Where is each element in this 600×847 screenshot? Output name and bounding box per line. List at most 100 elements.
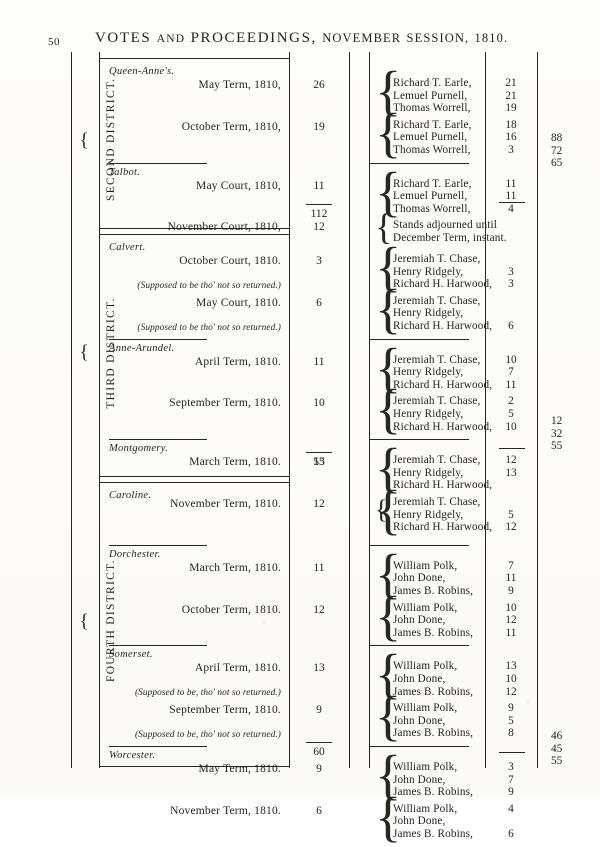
- candidate-name: Richard H. Harwood,: [393, 278, 493, 291]
- vote-count: 3: [508, 278, 514, 291]
- vote-count: 10: [505, 420, 517, 433]
- vote-count: 10: [505, 673, 517, 685]
- names-brace: {: [375, 685, 402, 747]
- county-divider-names: [369, 439, 469, 441]
- candidate-name: Jeremiah T. Chase,: [393, 253, 481, 265]
- candidate-name: James B. Robins,: [393, 685, 474, 698]
- term-count: 12: [313, 221, 325, 234]
- vote-count: 6: [508, 320, 514, 332]
- vote-subtotal-rule: [499, 752, 525, 753]
- supposed-note: (Supposed to be, tho' not so returned.): [134, 730, 281, 740]
- term-label: May Term, 1810,: [198, 79, 281, 91]
- candidate-name: Lemuel Purnell,: [393, 131, 468, 144]
- vote-count: 13: [505, 660, 517, 673]
- vote-count: 3: [508, 265, 514, 278]
- county-divider-names: [369, 746, 469, 747]
- district-grand-total: 55: [551, 440, 563, 453]
- district-bottom-rule-2: [99, 476, 289, 477]
- county-name: Dorchester.: [109, 548, 161, 560]
- term-label: November Term, 1810.: [170, 804, 281, 817]
- vote-count: 5: [508, 714, 514, 727]
- term-count: 26: [313, 79, 325, 91]
- subtotal-rule: [306, 452, 332, 453]
- vote-count: 11: [505, 626, 517, 639]
- spine-rule: [71, 52, 72, 768]
- county-divider: [109, 544, 207, 546]
- county-divider-names: [369, 645, 469, 647]
- candidate-name: John Done,: [393, 815, 446, 828]
- vote-count: 19: [505, 102, 517, 115]
- county-divider-names: [369, 338, 469, 340]
- vote-count: 16: [505, 131, 517, 144]
- term-label: October Term, 1810.: [181, 603, 281, 616]
- district-subtotal: 55: [313, 456, 325, 468]
- term-count: 6: [316, 804, 322, 817]
- candidate-name: Thomas Worrell,: [393, 102, 471, 115]
- vote-count: 3: [508, 144, 514, 156]
- candidate-name: John Done,: [393, 673, 446, 685]
- candidate-name: William Polk,: [393, 601, 458, 614]
- headline-session: SESSION,: [406, 31, 470, 45]
- term-label: October Court, 1810.: [179, 255, 281, 267]
- vote-count: 7: [508, 559, 514, 572]
- county-divider: [109, 162, 207, 164]
- county-name: Calvert.: [109, 242, 146, 253]
- candidate-name: William Polk,: [393, 761, 458, 773]
- supposed-note: (Supposed to be tho' not so returned.): [137, 280, 281, 291]
- vote-count: 9: [508, 585, 514, 597]
- candidate-name: Henry Ridgely,: [393, 508, 464, 521]
- vote-count: 5: [508, 508, 514, 521]
- subtotal-rule: [306, 204, 332, 205]
- term-count: 11: [313, 179, 325, 192]
- names-brace: {: [375, 542, 402, 604]
- headline-year: 1810.: [474, 31, 509, 45]
- vote-count: 5: [508, 408, 514, 420]
- vote-count: 2: [508, 395, 514, 408]
- page-sheet: [0, 0, 600, 797]
- county-divider: [109, 338, 207, 340]
- term-label: November Term, 1810.: [170, 498, 281, 510]
- candidate-name: Henry Ridgely,: [393, 466, 464, 479]
- district-grand-total: 55: [551, 755, 563, 768]
- district-subtotal: 60: [313, 746, 325, 758]
- term-count: 11: [313, 355, 325, 368]
- candidate-name: Henry Ridgely,: [393, 366, 464, 379]
- table-bottom-rule: [99, 766, 289, 767]
- candidate-name: Richard T. Earle,: [393, 77, 472, 89]
- term-count: 11: [313, 561, 325, 574]
- names-brace: {: [375, 378, 402, 440]
- district-grand-total: 46: [551, 730, 563, 742]
- vote-count: 9: [508, 786, 514, 799]
- candidate-name: James B. Robins,: [393, 727, 474, 740]
- county-divider-names: [369, 544, 469, 546]
- term-count: 13: [313, 662, 325, 675]
- vote-count: 12: [505, 454, 517, 467]
- term-count: 19: [313, 120, 325, 133]
- vote-count: 21: [505, 77, 517, 89]
- candidate-name: Richard T. Earle,: [393, 118, 472, 131]
- county-divider-names: [369, 162, 469, 164]
- candidate-name: Richard H. Harwood,: [393, 320, 493, 332]
- district-grand-total: 12: [551, 415, 563, 427]
- subtotal-rule: [306, 742, 332, 743]
- term-label: May Court, 1810.: [196, 296, 281, 309]
- district-subtotal: 112: [310, 208, 328, 220]
- candidate-name: Henry Ridgely,: [393, 408, 464, 420]
- vote-count: 12: [505, 614, 517, 627]
- county-name: Montgomery.: [109, 443, 168, 455]
- term-label: September Term, 1810.: [169, 397, 281, 410]
- candidate-name: Richard H. Harwood,: [393, 521, 493, 534]
- district-grand-total: 88: [551, 132, 563, 144]
- names-brace: {: [375, 744, 402, 805]
- vote-count: 6: [508, 828, 514, 840]
- candidate-name: Henry Ridgely,: [393, 307, 464, 320]
- vote-count: 11: [505, 177, 517, 190]
- candidate-name: Lemuel Purnell,: [393, 190, 468, 203]
- district-top-rule-1: [99, 58, 289, 59]
- names-brace: {: [375, 277, 402, 339]
- term-count: 10: [313, 397, 325, 410]
- district-grand-total: 45: [551, 742, 563, 755]
- district-grand-total: 65: [551, 157, 563, 170]
- votes-left-rule: [485, 52, 486, 768]
- headline-and: AND: [156, 33, 186, 45]
